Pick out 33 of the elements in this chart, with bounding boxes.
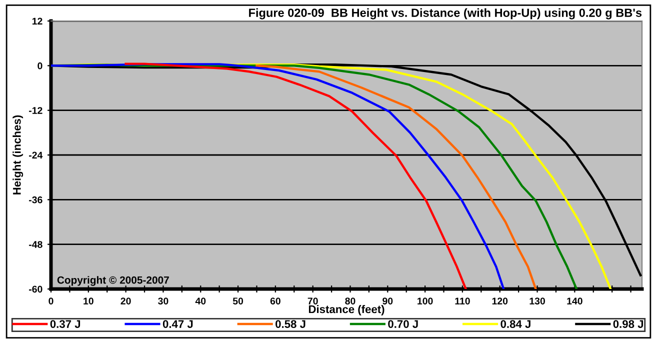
x-tick-label: 10 bbox=[84, 298, 94, 304]
x-axis-title: Distance (feet) bbox=[308, 305, 384, 316]
x-tick-label: 110 bbox=[455, 298, 470, 304]
y-tick-label: -48 bbox=[28, 241, 42, 248]
y-tick-label: 12 bbox=[32, 18, 42, 25]
x-tick-label: 0 bbox=[48, 298, 54, 304]
y-tick-label: -60 bbox=[28, 286, 42, 293]
legend-label: 0.58 J bbox=[276, 320, 306, 328]
legend-label: 0.70 J bbox=[388, 320, 418, 328]
x-tick-label: 60 bbox=[270, 298, 280, 304]
y-tick-label: 0 bbox=[38, 62, 42, 70]
x-tick-label: 70 bbox=[308, 298, 318, 304]
x-tick-label: 80 bbox=[345, 298, 356, 304]
y-axis-title: Height (inches) bbox=[12, 115, 24, 194]
x-tick-label: 100 bbox=[418, 298, 433, 304]
y-tick-label: -36 bbox=[28, 196, 42, 204]
x-tick-label: 140 bbox=[567, 298, 582, 304]
legend-label: 0.98 J bbox=[613, 320, 644, 328]
x-tick-label: 50 bbox=[232, 298, 244, 304]
x-tick-label: 90 bbox=[382, 298, 393, 304]
x-tick-label: 120 bbox=[492, 298, 508, 304]
y-tick-label: -12 bbox=[28, 107, 42, 114]
y-tick-label: -24 bbox=[28, 152, 43, 159]
legend-label: 0.84 J bbox=[500, 320, 530, 328]
legend-label: 0.47 J bbox=[162, 320, 193, 328]
x-tick-label: 20 bbox=[120, 298, 131, 304]
chart-title: Figure 020-09 BB Height vs. Distance (with Hop-Up) using 0.20 g BB's bbox=[249, 8, 642, 20]
legend-label: 0.37 J bbox=[50, 320, 80, 328]
annotation: Copyright © 2005-2007 bbox=[57, 276, 169, 286]
x-tick-label: 130 bbox=[530, 298, 545, 304]
x-tick-label: 30 bbox=[158, 298, 168, 304]
x-tick-label: 40 bbox=[195, 298, 206, 304]
line-series bbox=[256, 64, 537, 289]
